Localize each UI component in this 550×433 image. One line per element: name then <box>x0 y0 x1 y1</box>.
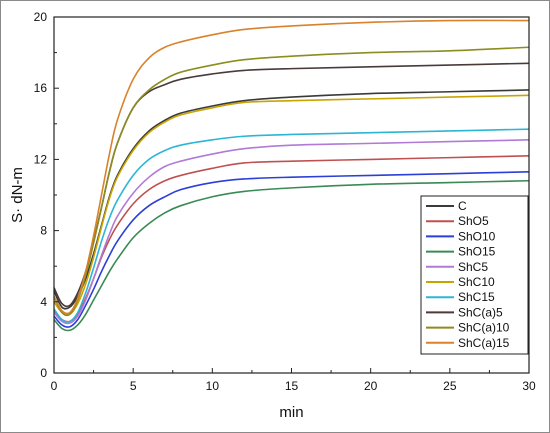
y-tick-label: 12 <box>34 152 48 166</box>
y-axis-label: S· dN-m <box>9 167 26 223</box>
series-line-4 <box>53 179 530 332</box>
series-line-2 <box>53 155 530 323</box>
legend-label: ShC(a)15 <box>458 336 510 350</box>
series-line-5 <box>53 139 530 325</box>
x-tick-label: 20 <box>364 379 378 393</box>
y-tick-label: 4 <box>40 295 47 309</box>
x-tick-label: 0 <box>51 379 58 393</box>
series-line-7 <box>53 128 530 323</box>
legend-label: ShC10 <box>458 275 495 289</box>
x-tick-label: 25 <box>443 379 457 393</box>
series-line-6 <box>53 94 530 316</box>
legend-label: C <box>458 199 467 213</box>
legend-label: ShC(a)10 <box>458 321 510 335</box>
y-tick-label: 20 <box>34 10 48 24</box>
x-axis-label: min <box>279 404 303 421</box>
y-tick-label: 16 <box>34 81 48 95</box>
legend-label: ShO5 <box>458 214 489 228</box>
legend-label: ShO15 <box>458 245 496 259</box>
legend-label: ShC15 <box>458 290 495 304</box>
y-tick-label: 0 <box>40 366 47 380</box>
legend-label: ShC5 <box>458 260 488 274</box>
legend-label: ShO10 <box>458 229 496 243</box>
series-line-10 <box>53 19 530 315</box>
x-tick-label: 5 <box>130 379 137 393</box>
x-tick-label: 15 <box>285 379 299 393</box>
x-tick-label: 10 <box>206 379 220 393</box>
series-line-3 <box>53 171 530 328</box>
legend-label: ShC(a)5 <box>458 305 503 319</box>
x-tick-label: 30 <box>522 379 536 393</box>
y-tick-label: 8 <box>40 224 47 238</box>
